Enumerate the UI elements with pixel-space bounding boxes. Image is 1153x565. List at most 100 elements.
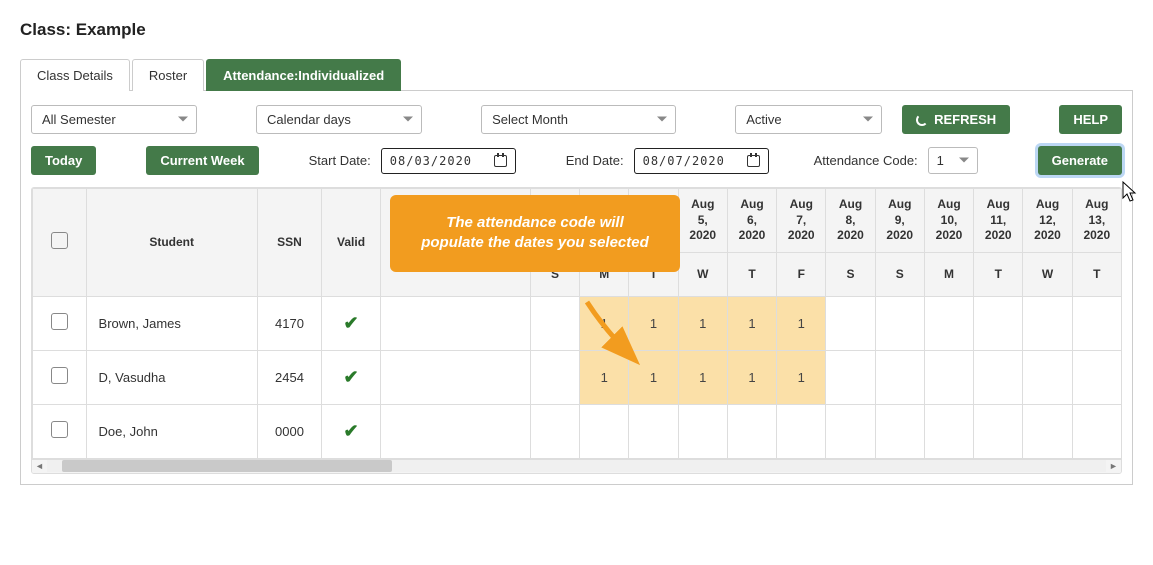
start-date-input[interactable]: 08/03/2020 [381, 148, 516, 174]
start-date-label: Start Date: [309, 153, 371, 168]
today-button[interactable]: Today [31, 146, 96, 175]
attendance-panel: All Semester Calendar days Select Month … [20, 91, 1133, 485]
cell-ssn: 4170 [257, 296, 321, 350]
page-title: Class: Example [20, 20, 1133, 40]
cell-spacer [380, 404, 530, 458]
check-icon: ✔ [343, 421, 358, 441]
col-checkbox [33, 189, 87, 297]
cell-checkbox [33, 350, 87, 404]
cell-attendance[interactable] [826, 404, 875, 458]
cell-attendance[interactable] [826, 296, 875, 350]
tooltip-callout: The attendance code will populate the da… [390, 195, 680, 272]
row-checkbox[interactable] [51, 421, 68, 438]
check-icon: ✔ [343, 313, 358, 333]
cell-attendance[interactable] [974, 296, 1023, 350]
col-date-6: Aug6,2020 [727, 189, 776, 253]
cell-attendance[interactable] [777, 404, 826, 458]
cell-attendance[interactable] [875, 350, 924, 404]
current-week-button[interactable]: Current Week [146, 146, 258, 175]
help-button[interactable]: HELP [1059, 105, 1122, 134]
scroll-right-arrow[interactable]: ► [1106, 460, 1121, 472]
cell-valid: ✔ [322, 404, 381, 458]
cell-checkbox [33, 296, 87, 350]
cell-valid: ✔ [322, 350, 381, 404]
col-dow-W-3: W [678, 252, 727, 296]
cell-attendance[interactable]: 1 [727, 350, 776, 404]
cell-spacer [380, 296, 530, 350]
col-dow-T-4: T [727, 252, 776, 296]
cell-attendance[interactable] [1072, 350, 1121, 404]
cell-spacer [380, 350, 530, 404]
start-date-value: 08/03/2020 [390, 154, 472, 168]
row-checkbox[interactable] [51, 313, 68, 330]
col-date-11: Aug11,2020 [974, 189, 1023, 253]
tab-attendance[interactable]: Attendance:Individualized [206, 59, 401, 91]
col-dow-S-7: S [875, 252, 924, 296]
cell-attendance[interactable] [924, 296, 973, 350]
mouse-cursor-icon [1118, 180, 1138, 204]
cell-attendance[interactable] [580, 404, 629, 458]
row-checkbox[interactable] [51, 367, 68, 384]
end-date-input[interactable]: 08/07/2020 [634, 148, 769, 174]
cell-attendance[interactable] [1072, 296, 1121, 350]
semester-select[interactable]: All Semester [31, 105, 197, 134]
cell-attendance[interactable] [875, 296, 924, 350]
cell-student-name: Doe, John [86, 404, 257, 458]
end-date-label: End Date: [566, 153, 624, 168]
refresh-label: REFRESH [934, 112, 996, 127]
cell-student-name: Brown, James [86, 296, 257, 350]
cell-attendance[interactable] [875, 404, 924, 458]
generate-button[interactable]: Generate [1038, 146, 1122, 175]
col-date-8: Aug8,2020 [826, 189, 875, 253]
month-select[interactable]: Select Month [481, 105, 676, 134]
calendar-icon[interactable] [494, 155, 507, 167]
scroll-track[interactable] [47, 460, 1106, 472]
scroll-thumb[interactable] [62, 460, 392, 472]
horizontal-scrollbar[interactable]: ◄ ► [32, 459, 1121, 473]
col-date-5: Aug5,2020 [678, 189, 727, 253]
col-date-13: Aug13,2020 [1072, 189, 1121, 253]
end-date-value: 08/07/2020 [643, 154, 725, 168]
cell-student-name: D, Vasudha [86, 350, 257, 404]
cell-ssn: 0000 [257, 404, 321, 458]
cell-attendance[interactable] [974, 350, 1023, 404]
callout-arrow-icon [575, 300, 665, 390]
cell-attendance[interactable] [1072, 404, 1121, 458]
cell-attendance[interactable] [530, 296, 579, 350]
select-all-checkbox[interactable] [51, 232, 68, 249]
cell-attendance[interactable]: 1 [777, 296, 826, 350]
cell-attendance[interactable] [924, 404, 973, 458]
cell-attendance[interactable] [629, 404, 678, 458]
status-select[interactable]: Active [735, 105, 882, 134]
filter-row-1: All Semester Calendar days Select Month … [31, 105, 1122, 134]
cell-attendance[interactable] [727, 404, 776, 458]
col-ssn: SSN [257, 189, 321, 297]
cell-attendance[interactable]: 1 [777, 350, 826, 404]
cell-attendance[interactable] [1023, 404, 1072, 458]
col-dow-F-5: F [777, 252, 826, 296]
cell-valid: ✔ [322, 296, 381, 350]
calendar-icon[interactable] [747, 155, 760, 167]
col-dow-W-10: W [1023, 252, 1072, 296]
attendance-code-select[interactable]: 1 [928, 147, 978, 174]
cell-attendance[interactable] [530, 350, 579, 404]
cell-attendance[interactable] [678, 404, 727, 458]
cell-attendance[interactable]: 1 [727, 296, 776, 350]
cell-attendance[interactable] [826, 350, 875, 404]
cell-attendance[interactable]: 1 [678, 350, 727, 404]
cell-attendance[interactable] [530, 404, 579, 458]
cell-ssn: 2454 [257, 350, 321, 404]
cell-attendance[interactable] [1023, 296, 1072, 350]
cell-attendance[interactable] [1023, 350, 1072, 404]
scroll-left-arrow[interactable]: ◄ [32, 460, 47, 472]
calendar-select[interactable]: Calendar days [256, 105, 422, 134]
tab-roster[interactable]: Roster [132, 59, 204, 91]
col-date-7: Aug7,2020 [777, 189, 826, 253]
col-dow-T-11: T [1072, 252, 1121, 296]
filter-row-2: Today Current Week Start Date: 08/03/202… [31, 146, 1122, 175]
cell-attendance[interactable]: 1 [678, 296, 727, 350]
cell-attendance[interactable] [974, 404, 1023, 458]
tab-class-details[interactable]: Class Details [20, 59, 130, 91]
cell-attendance[interactable] [924, 350, 973, 404]
refresh-button[interactable]: REFRESH [902, 105, 1010, 134]
